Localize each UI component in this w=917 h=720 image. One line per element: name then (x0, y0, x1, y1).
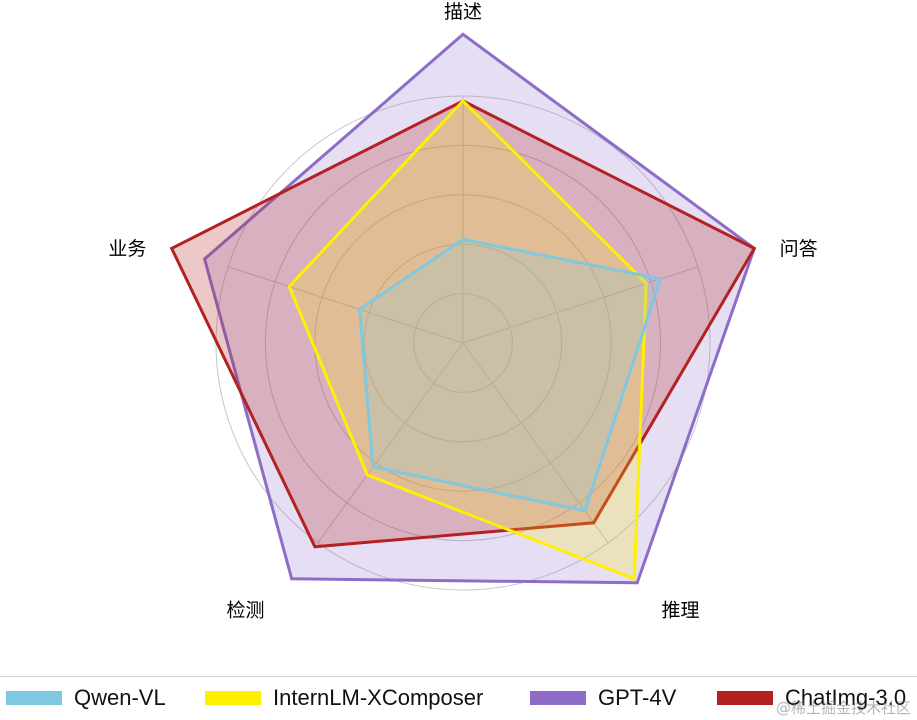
legend-swatch-qwen-vl (6, 691, 62, 705)
legend-label-gpt-4v: GPT-4V (598, 685, 677, 710)
series-gpt-4v (202, 32, 757, 585)
watermark: @稀土掘金技术社区 (775, 699, 911, 717)
axis-label-4: 检测 (227, 599, 265, 621)
axis-label-2: 问答 (780, 238, 818, 260)
legend-item-internlm-xcomposer: InternLM-XComposer (205, 685, 483, 711)
series-internlm-xcomposer (287, 98, 648, 581)
spoke-5 (227, 266, 464, 344)
axis-label-3: 推理 (661, 599, 699, 621)
radar-series-layer (169, 32, 757, 585)
legend-item-gpt-4v: GPT-4V (530, 685, 676, 711)
legend-label-chatimg-3: ChatImg-3.0 (785, 685, 907, 710)
legend-swatch-internlm-xcomposer (205, 691, 261, 705)
legend-item-qwen-vl: Qwen-VL (6, 685, 166, 711)
legend-swatch-chatimg-3 (717, 691, 773, 705)
legend-swatch-gpt-4v (530, 691, 586, 705)
legend-label-internlm-xcomposer: InternLM-XComposer (273, 685, 484, 710)
legend-label-qwen-vl: Qwen-VL (74, 685, 166, 710)
spoke-4 (317, 342, 464, 544)
series-qwen-vl (358, 237, 663, 513)
axis-label-1: 描述 (444, 1, 482, 23)
legend-item-chatimg-3: ChatImg-3.0 (717, 685, 906, 711)
legend: Qwen-VL InternLM-XComposer GPT-4V ChatIm… (0, 676, 917, 720)
axis-label-5: 业务 (108, 238, 146, 260)
